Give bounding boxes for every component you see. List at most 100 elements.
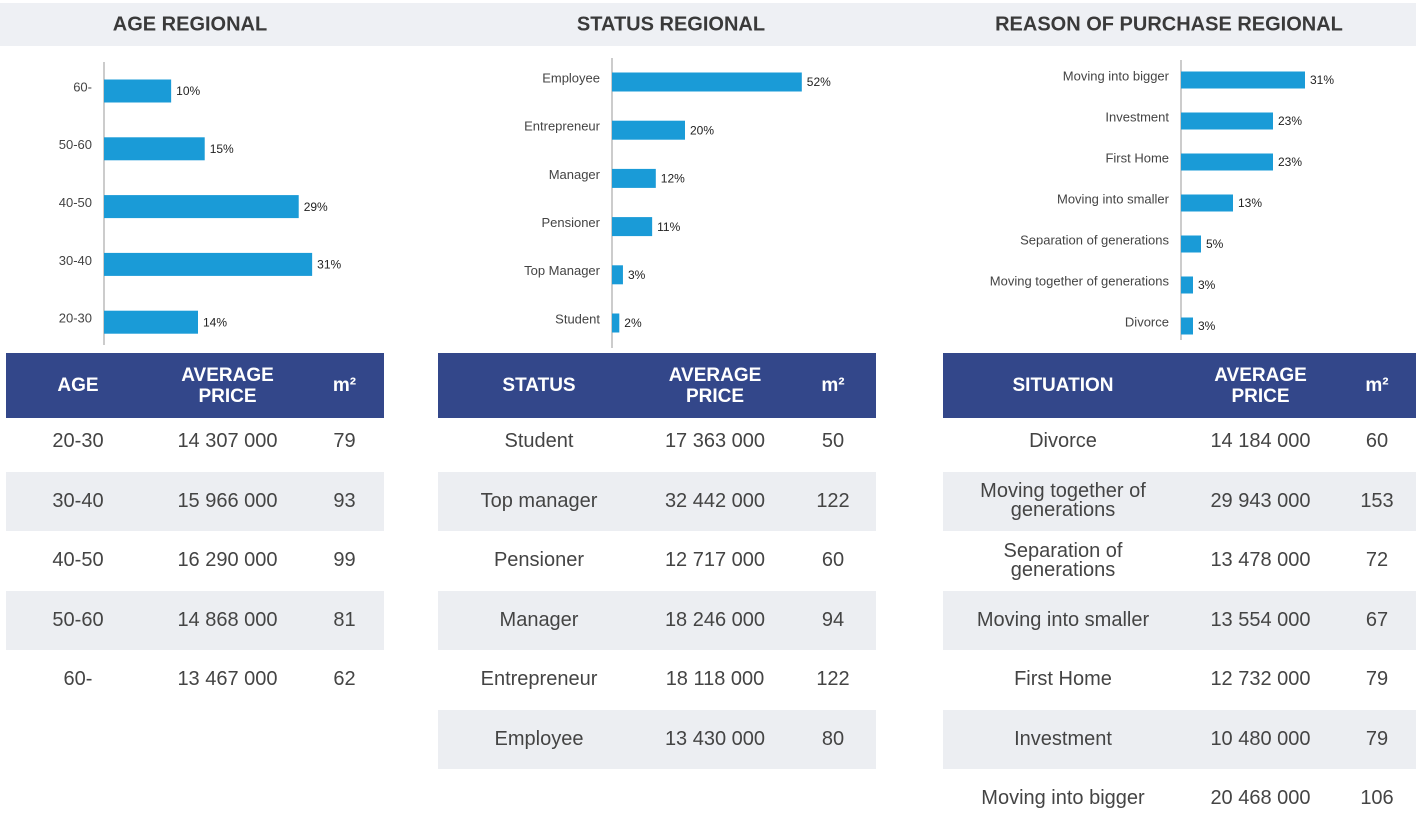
header-cell: AVERAGE PRICE — [181, 364, 274, 407]
table-header — [438, 353, 876, 418]
table-cell: 79 — [1365, 668, 1389, 691]
value-label: 31% — [317, 258, 341, 272]
table-cell: 122 — [816, 489, 850, 512]
table-cell: 80 — [821, 727, 845, 750]
page: AGE REGIONAL 60- 10% 50-60 15% 40-50 29% 30-40 3… — [0, 3, 1416, 809]
table-header — [6, 353, 384, 418]
table-cell: 29 943 000 — [1210, 489, 1311, 512]
value-label: 10% — [176, 84, 200, 98]
bar — [612, 72, 802, 92]
bar — [612, 217, 653, 237]
table-cell: 60- — [63, 668, 93, 691]
table-cell: 20-30 — [52, 430, 104, 453]
header-cell: m² — [821, 375, 845, 396]
table-cell: 81 — [333, 608, 356, 631]
table-cell: 62 — [333, 668, 356, 691]
category-label: Employee — [542, 70, 600, 85]
value-label: 14% — [203, 315, 227, 329]
category-label: 20-30 — [59, 311, 92, 326]
row-background — [943, 590, 1416, 650]
category-label: 50-60 — [59, 137, 92, 152]
value-label: 23% — [1278, 114, 1302, 128]
table-cell: 12 717 000 — [664, 549, 766, 572]
value-label: 23% — [1278, 155, 1302, 169]
table-cell: 122 — [816, 668, 850, 691]
value-label: 3% — [628, 268, 646, 282]
category-label: First Home — [1105, 150, 1169, 165]
table-cell: 93 — [333, 489, 356, 512]
value-label: 13% — [1238, 196, 1262, 210]
category-label: Moving into bigger — [1063, 68, 1170, 83]
value-label: 15% — [210, 142, 234, 156]
bar — [104, 310, 198, 334]
table-cell: 13 554 000 — [1210, 608, 1311, 631]
bar — [104, 252, 313, 276]
table-cell: 13 430 000 — [664, 727, 766, 750]
table-cell: 153 — [1360, 489, 1394, 512]
table-cell: 14 307 000 — [177, 430, 278, 453]
bar — [612, 120, 685, 140]
row-background — [943, 709, 1416, 769]
bar — [1181, 112, 1273, 130]
table-cell: 79 — [1365, 727, 1389, 750]
table-cell: 30-40 — [52, 489, 104, 512]
table-cell: Moving into smaller — [976, 608, 1150, 631]
table-cell: Investment — [1014, 727, 1112, 750]
header-cell: AVERAGE PRICE — [1214, 364, 1307, 407]
table-cell: 12 732 000 — [1210, 668, 1311, 691]
chart-title: STATUS REGIONAL — [577, 13, 765, 35]
table-cell: 67 — [1365, 608, 1389, 631]
table-cell: 32 442 000 — [664, 489, 766, 512]
table-cell: 60 — [821, 549, 845, 572]
table-cell: 106 — [1360, 787, 1394, 810]
chart-title: AGE REGIONAL — [113, 13, 267, 35]
value-label: 3% — [1198, 278, 1216, 292]
table-cell: 72 — [1365, 549, 1389, 572]
table-cell: Pensioner — [493, 549, 585, 572]
category-label: Separation of generations — [1020, 232, 1169, 247]
table-cell: 17 363 000 — [664, 430, 766, 453]
bar — [1181, 235, 1201, 253]
category-label: Entrepreneur — [524, 119, 601, 134]
row-background — [438, 590, 876, 650]
table-cell: 99 — [333, 549, 356, 572]
bar — [1181, 194, 1233, 212]
table-cell: 14 868 000 — [177, 608, 278, 631]
category-label: Investment — [1105, 109, 1169, 124]
chart-title: REASON OF PURCHASE REGIONAL — [995, 13, 1343, 35]
table-cell: Moving together of generations — [980, 480, 1146, 522]
row-background — [6, 471, 384, 531]
bar — [1181, 71, 1305, 89]
value-label: 20% — [690, 123, 714, 137]
title-band — [0, 3, 1416, 46]
table-cell: Moving into bigger — [981, 787, 1145, 810]
table-cell: 79 — [333, 430, 356, 453]
table-cell: Separation of generations — [1003, 539, 1123, 581]
table-header — [943, 353, 1416, 418]
table-cell: Entrepreneur — [480, 668, 598, 691]
table-cell: 18 118 000 — [665, 668, 765, 691]
table-cell: 14 184 000 — [1210, 430, 1311, 453]
bar — [1181, 317, 1193, 335]
header-cell: STATUS — [502, 375, 576, 396]
table-cell: 94 — [821, 608, 845, 631]
header-cell: SITUATION — [1012, 375, 1114, 396]
header-cell: AVERAGE PRICE — [668, 364, 762, 407]
table-cell: 60 — [1365, 430, 1389, 453]
bar — [612, 265, 623, 285]
category-label: Moving together of generations — [990, 273, 1170, 288]
category-label: Pensioner — [541, 215, 600, 230]
table-cell: Top manager — [480, 489, 598, 512]
value-label: 11% — [657, 220, 680, 234]
category-label: Divorce — [1125, 314, 1169, 329]
table-cell: Student — [504, 430, 574, 453]
header-cell: m² — [332, 375, 357, 396]
table-cell: 40-50 — [52, 549, 104, 572]
table-cell: First Home — [1014, 668, 1112, 691]
table-cell: 20 468 000 — [1210, 787, 1311, 810]
value-label: 3% — [1198, 319, 1216, 333]
row-background — [943, 471, 1416, 531]
category-label: Moving into smaller — [1057, 191, 1170, 206]
table-cell: Divorce — [1029, 430, 1097, 453]
table-cell: 15 966 000 — [177, 489, 278, 512]
